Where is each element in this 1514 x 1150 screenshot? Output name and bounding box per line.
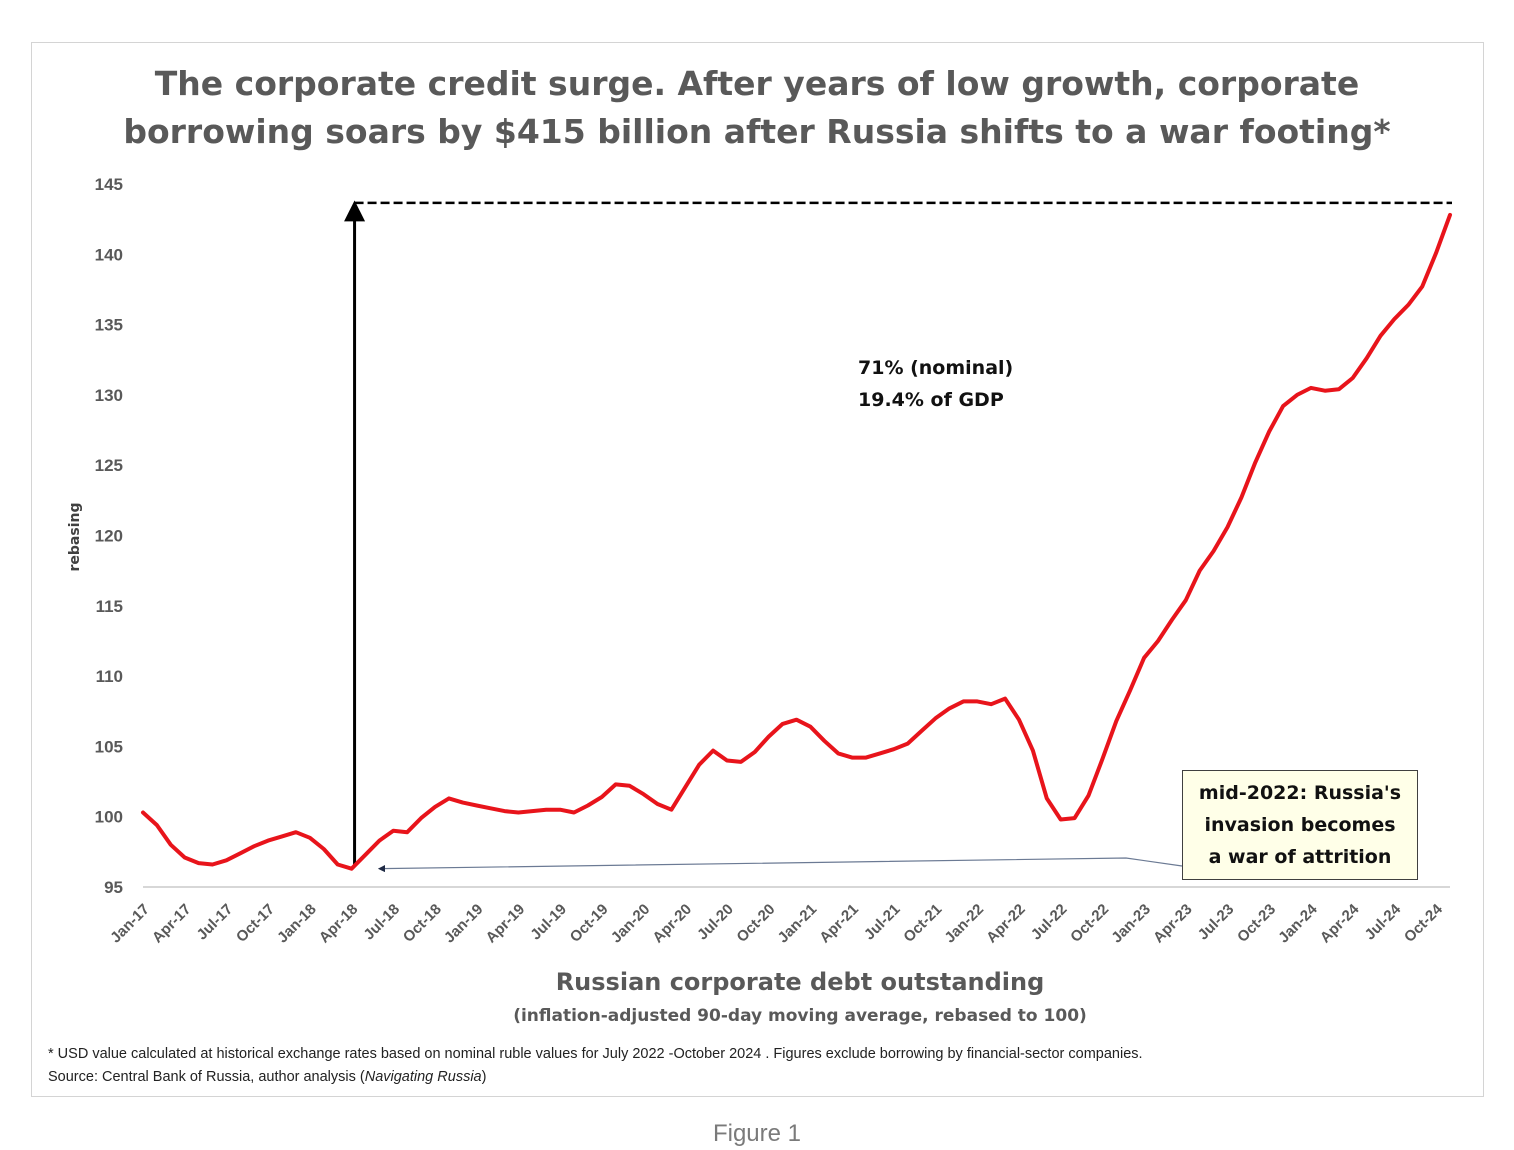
series-line: [141, 212, 1452, 871]
annotation-box-line-1: mid-2022: Russia's: [1198, 782, 1402, 804]
x-tick-label: Oct-22: [1067, 901, 1112, 946]
source-text: Source: Central Bank of Russia, author a…: [48, 1069, 486, 1085]
x-tick-label: Apr-22: [983, 901, 1029, 947]
y-tick-label: 100: [95, 808, 123, 827]
x-tick-label: Oct-21: [900, 901, 945, 946]
footnote-text: * USD value calculated at historical exc…: [48, 1046, 1143, 1062]
chart-title-line-1: The corporate credit surge. After years …: [154, 64, 1360, 103]
x-tick-label: Apr-19: [483, 901, 529, 947]
y-tick-label: 130: [95, 386, 123, 405]
y-axis-label: rebasing: [67, 503, 83, 572]
chart-frame: [31, 42, 1484, 1097]
y-tick-label: 135: [95, 316, 123, 335]
x-tick-label: Jan-21: [775, 901, 821, 947]
x-tick-label: Oct-18: [400, 901, 445, 946]
source-prefix: Source: Central Bank of Russia, author a…: [48, 1069, 365, 1085]
x-tick-label: Oct-24: [1401, 900, 1446, 945]
peak-annotation-line-2: 19.4% of GDP: [858, 389, 1004, 411]
x-tick-label: Jul-24: [1362, 900, 1405, 943]
annotation-pointer-arrow: [377, 857, 1183, 873]
x-tick-label: Apr-23: [1150, 901, 1196, 947]
x-tick-label: Jan-19: [441, 901, 487, 947]
x-tick-label: Jan-18: [274, 901, 320, 947]
annotation-box-line-3: a war of attrition: [1208, 846, 1392, 868]
x-tick-label: Apr-21: [816, 901, 862, 947]
x-tick-label: Oct-17: [233, 901, 278, 946]
invasion-annotation-box: mid-2022: Russia's invasion becomes a wa…: [1182, 770, 1418, 880]
chart-title-line-2: borrowing soars by $415 billion after Ru…: [123, 112, 1391, 151]
x-tick-label: Jul-17: [194, 901, 237, 944]
y-tick-label: 145: [95, 175, 123, 194]
x-tick-label: Apr-18: [316, 901, 362, 947]
x-axis-label: Russian corporate debt outstanding: [555, 968, 1045, 996]
x-tick-label: Jul-18: [360, 901, 403, 944]
y-tick-label: 110: [96, 667, 123, 686]
y-tick-label: 120: [95, 527, 123, 546]
source-book-title: Navigating Russia: [364, 1069, 482, 1085]
x-tick-label: Jan-22: [941, 901, 987, 947]
x-tick-label: Jul-22: [1028, 901, 1071, 944]
y-tick-label: 95: [104, 878, 123, 897]
y-tick-label: 115: [96, 597, 123, 616]
chart-title: The corporate credit surge. After years …: [100, 60, 1414, 156]
x-tick-label: Apr-17: [149, 901, 195, 947]
x-axis-sublabel: (inflation-adjusted 90-day moving averag…: [513, 1006, 1087, 1026]
x-tick-label: Jan-17: [107, 901, 153, 947]
x-tick-label: Oct-23: [1234, 901, 1279, 946]
x-tick-label: Jan-20: [608, 901, 654, 947]
x-tick-label: Jul-21: [861, 901, 904, 944]
x-tick-label: Jan-23: [1108, 901, 1154, 947]
x-tick-label: Jul-23: [1195, 901, 1238, 944]
x-tick-label: Oct-19: [567, 901, 612, 946]
x-tick-label: Jul-19: [527, 901, 570, 944]
peak-annotation: 71% (nominal) 19.4% of GDP: [858, 352, 1013, 416]
peak-annotation-line-1: 71% (nominal): [858, 357, 1014, 379]
y-tick-label: 125: [95, 456, 123, 475]
x-tick-label: Oct-20: [733, 901, 778, 946]
x-tick-label: Jul-20: [694, 901, 737, 944]
x-tick-label: Jan-24: [1275, 900, 1321, 946]
x-tick-label: Apr-24: [1317, 900, 1363, 946]
y-tick-label: 105: [95, 737, 123, 756]
figure-caption: Figure 1: [712, 1120, 802, 1147]
y-tick-label: 140: [95, 245, 123, 264]
annotation-box-line-2: invasion becomes: [1204, 814, 1396, 836]
x-tick-label: Apr-20: [649, 901, 695, 947]
source-suffix: ): [481, 1069, 487, 1085]
